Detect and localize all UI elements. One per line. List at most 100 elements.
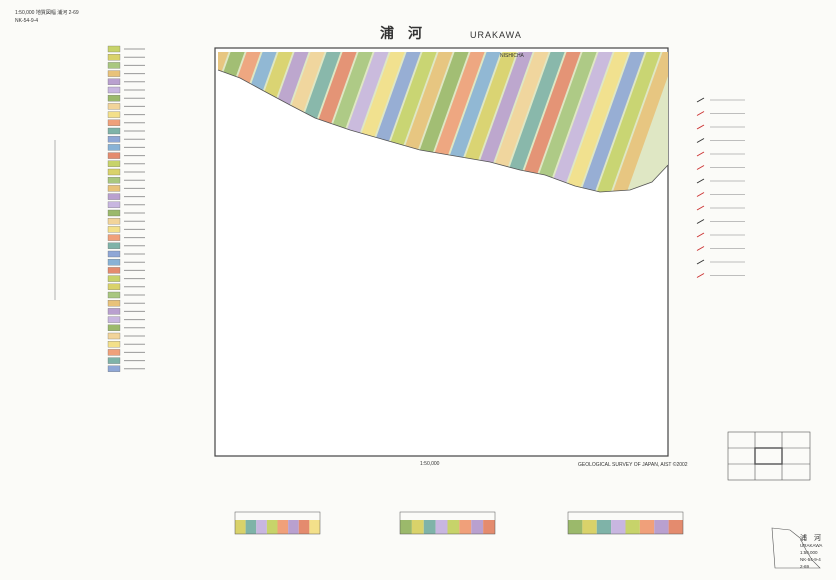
- section-unit: [611, 520, 626, 534]
- legend-swatch: [107, 86, 121, 94]
- section-frame: [234, 511, 321, 535]
- symbol: [696, 205, 705, 211]
- legend-swatch: [107, 177, 121, 184]
- cross-sections: [234, 511, 684, 535]
- legend-swatch: [107, 209, 121, 217]
- symbol: [696, 138, 705, 143]
- symbol: [696, 124, 705, 130]
- section-unit: [568, 520, 583, 534]
- symbol: [696, 259, 705, 265]
- unit: [578, 52, 646, 192]
- unit: [146, 48, 214, 200]
- section-unit: [411, 520, 424, 534]
- unit: [546, 52, 614, 192]
- corner-title-ja: 浦 河: [800, 533, 821, 542]
- legend-swatch: [107, 62, 121, 69]
- legend-swatch: [107, 127, 121, 135]
- symbol: [696, 165, 705, 170]
- corner-scale: 1:50,000: [800, 550, 818, 555]
- section-unit: [423, 520, 436, 534]
- corner-code: NK-54-9-4: [800, 557, 821, 562]
- legend-swatch: [107, 242, 121, 249]
- legend-swatch: [107, 341, 121, 348]
- section-unit: [435, 520, 448, 534]
- unit: [594, 52, 662, 192]
- legend-swatch: [107, 95, 121, 102]
- legend-swatch: [107, 119, 121, 126]
- unit: [498, 52, 566, 192]
- legend-swatch: [107, 152, 121, 159]
- legend-swatch: [107, 54, 121, 61]
- section-unit: [459, 520, 472, 534]
- section-unit: [483, 520, 495, 534]
- section-unit: [235, 520, 246, 534]
- legend-swatch: [107, 160, 121, 167]
- legend-swatch: [107, 308, 121, 315]
- legend-swatch: [107, 259, 121, 266]
- symbol: [696, 219, 705, 224]
- section-unit: [639, 520, 655, 534]
- legend-swatch: [107, 185, 121, 192]
- symbol: [696, 178, 705, 184]
- legend-swatch: [107, 275, 121, 282]
- symbol: [696, 111, 705, 116]
- legend-swatch: [107, 70, 121, 77]
- legend-swatch: [107, 136, 121, 143]
- symbol: [696, 246, 705, 251]
- legend-swatch: [107, 283, 121, 290]
- section-frame: [399, 511, 496, 535]
- section-unit: [625, 520, 640, 534]
- unit: [514, 52, 582, 192]
- legend-swatch: [107, 168, 121, 176]
- legend-swatch: [107, 45, 121, 53]
- inset-coast: [771, 527, 821, 569]
- section-unit: [582, 520, 597, 534]
- section-unit: [288, 520, 299, 534]
- section-frame: [567, 511, 684, 535]
- symbol: [696, 273, 705, 278]
- legend-swatch: [107, 193, 121, 200]
- coastline: [217, 69, 669, 193]
- legend-swatch: [107, 332, 121, 340]
- unit: [530, 52, 598, 192]
- section-unit: [298, 520, 310, 534]
- section-unit: [447, 520, 460, 534]
- sheet-code: NK-54-9-4: [15, 18, 38, 24]
- section-unit: [596, 520, 612, 534]
- title-ja: 浦 河: [380, 25, 422, 42]
- legend-swatch: [107, 267, 121, 274]
- legend-swatch: [107, 250, 121, 258]
- symbol: [696, 97, 705, 103]
- legend-swatch: [107, 234, 121, 241]
- legend-swatch: [107, 144, 121, 151]
- section-unit: [400, 520, 412, 534]
- publisher: GEOLOGICAL SURVEY OF JAPAN, AIST ©2002: [578, 461, 688, 468]
- corner-title-en: URAKAWA: [800, 543, 822, 548]
- legend-swatch: [107, 226, 121, 233]
- legend-swatch: [107, 201, 121, 208]
- legend: [54, 45, 145, 372]
- symbol: [696, 151, 705, 157]
- legend-swatch: [107, 78, 121, 85]
- unit: [562, 52, 630, 192]
- section-unit: [277, 520, 289, 534]
- title-en: URAKAWA: [470, 30, 522, 40]
- section-unit: [245, 520, 257, 534]
- unit: [610, 52, 668, 192]
- symbol-legend: [696, 97, 745, 278]
- legend-swatch: [107, 365, 121, 372]
- place-label: NISHICHA: [500, 53, 525, 59]
- legend-swatch: [107, 111, 121, 118]
- legend-swatch: [107, 300, 121, 307]
- section-unit: [471, 520, 484, 534]
- scale-label: 1:50,000: [420, 461, 440, 467]
- unit: [482, 52, 550, 192]
- section-unit: [309, 520, 320, 534]
- section-unit: [668, 520, 683, 534]
- symbol: [696, 232, 705, 238]
- section-unit: [654, 520, 669, 534]
- section-unit: [266, 520, 278, 534]
- legend-swatch: [107, 103, 121, 110]
